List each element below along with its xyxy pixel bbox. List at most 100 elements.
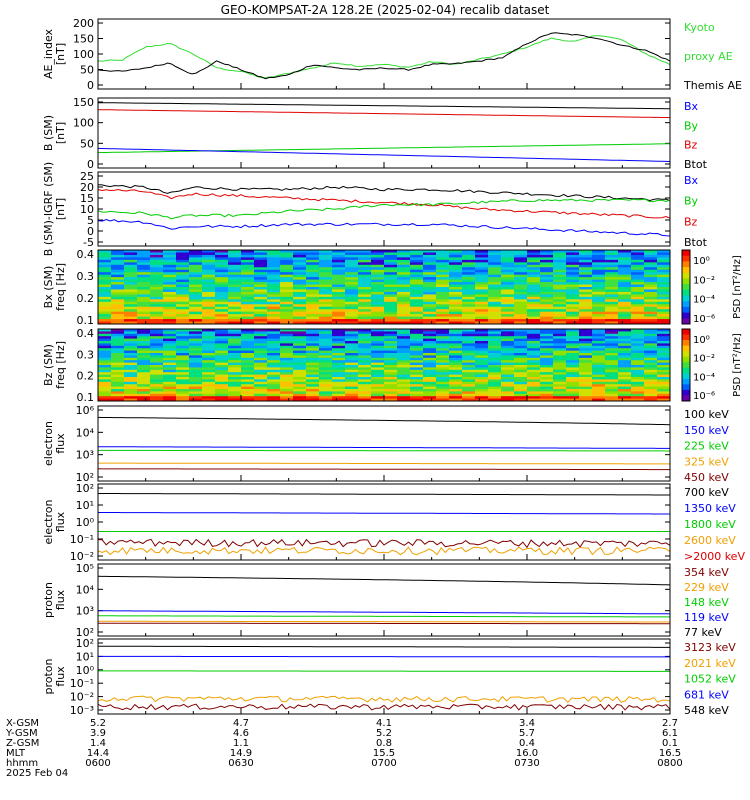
spectrogram-cell xyxy=(462,291,476,295)
series-line xyxy=(98,670,670,672)
spectrogram-cell xyxy=(202,341,216,344)
spectrogram-cell xyxy=(98,377,112,380)
spectrogram-cell xyxy=(228,311,242,315)
spectrogram-cell xyxy=(501,357,515,361)
ephemeris-value: 3.9 xyxy=(90,728,106,739)
spectrogram-cell xyxy=(618,336,632,340)
spectrogram-cell xyxy=(358,294,372,298)
spectrogram-cell xyxy=(631,304,645,308)
spectrogram-cell xyxy=(514,301,528,305)
spectrogram-cell xyxy=(215,391,229,395)
spectrogram-cell xyxy=(332,355,346,359)
spectrogram-cell xyxy=(358,272,372,276)
spectrogram-cell xyxy=(462,269,476,273)
spectrogram-cell xyxy=(527,343,541,347)
spectrogram-cell xyxy=(202,393,216,397)
spectrogram-cell xyxy=(501,274,515,278)
spectrogram-cell xyxy=(475,386,489,390)
spectrogram-cell xyxy=(176,296,190,300)
spectrogram-cell xyxy=(449,353,463,356)
spectrogram-cell xyxy=(423,384,437,388)
spectrogram-cell xyxy=(163,306,177,310)
spectrogram-cell xyxy=(553,264,567,268)
spectrogram-cell xyxy=(566,329,580,332)
spectrogram-cell xyxy=(436,329,450,332)
series-line xyxy=(97,575,671,586)
spectrogram-cell xyxy=(462,367,476,371)
spectrogram-cell xyxy=(150,272,164,276)
spectrogram-cell xyxy=(553,284,567,288)
spectrogram-cell xyxy=(345,384,359,388)
spectrogram-cell xyxy=(553,274,567,278)
spectrogram-cell xyxy=(397,250,411,253)
spectrogram-cell xyxy=(202,348,216,352)
spectrogram-cell xyxy=(397,301,411,305)
spectrogram-cell xyxy=(345,269,359,273)
spectrogram-cell xyxy=(228,374,242,378)
spectrogram-cell xyxy=(176,284,190,288)
y-tick-label: 0.3 xyxy=(77,348,95,361)
spectrogram-cell xyxy=(553,343,567,347)
spectrogram-cell xyxy=(293,362,307,366)
spectrogram-cell xyxy=(592,304,606,308)
spectrogram-cell xyxy=(384,279,398,283)
spectrogram-cell xyxy=(98,391,112,395)
spectrogram-cell xyxy=(98,257,112,261)
spectrogram-cell xyxy=(410,369,424,373)
spectrogram-cell xyxy=(540,282,554,286)
spectrogram-cell xyxy=(475,287,489,290)
spectrogram-cell xyxy=(267,267,281,271)
spectrogram-cell xyxy=(371,348,385,352)
spectrogram-cell xyxy=(163,259,177,263)
spectrogram-cell xyxy=(436,311,450,315)
spectrogram-cell xyxy=(553,306,567,310)
spectrogram-cell xyxy=(566,365,580,368)
spectrogram-cell xyxy=(254,348,268,352)
spectrogram-cell xyxy=(319,294,333,298)
spectrogram-cell xyxy=(202,294,216,298)
spectrogram-cell xyxy=(306,304,320,308)
spectrogram-cell xyxy=(553,269,567,273)
spectrogram-cell xyxy=(111,262,125,266)
spectrogram-cell xyxy=(449,398,463,402)
spectrogram-cell xyxy=(410,274,424,278)
spectrogram-cell xyxy=(124,353,138,356)
spectrogram-cell xyxy=(241,319,255,323)
spectrogram-cell xyxy=(124,389,138,392)
spectrogram-cell xyxy=(267,269,281,273)
spectrogram-cell xyxy=(631,391,645,395)
spectrogram-cell xyxy=(345,343,359,347)
spectrogram-cell xyxy=(267,369,281,373)
spectrogram-cell xyxy=(124,250,138,253)
spectrogram-cell xyxy=(371,252,385,256)
spectrogram-cell xyxy=(644,367,658,371)
spectrogram-cell xyxy=(345,350,359,354)
spectrogram-cell xyxy=(319,367,333,371)
spectrogram-cell xyxy=(514,381,528,385)
spectrogram-cell xyxy=(241,306,255,310)
spectrogram-cell xyxy=(475,289,489,293)
spectrogram-cell xyxy=(306,372,320,376)
spectrogram-cell xyxy=(267,357,281,361)
y-axis-label: proton xyxy=(42,582,55,618)
spectrogram-cell xyxy=(306,306,320,310)
spectrogram-cell xyxy=(631,338,645,342)
spectrogram-cell xyxy=(150,367,164,371)
spectrogram-cell xyxy=(215,321,229,325)
spectrogram-cell xyxy=(306,343,320,347)
spectrogram-cell xyxy=(241,272,255,276)
spectrogram-cell xyxy=(644,372,658,376)
spectrogram-cell xyxy=(462,274,476,278)
spectrogram-cell xyxy=(527,269,541,273)
colorbar-label: PSD [nT²/Hz] xyxy=(732,255,743,319)
spectrogram-cell xyxy=(579,254,593,258)
spectrogram-cell xyxy=(163,372,177,376)
spectrogram-cell xyxy=(527,282,541,286)
spectrogram-cell xyxy=(306,314,320,318)
spectrogram-cell xyxy=(527,331,541,335)
spectrogram-cell xyxy=(384,296,398,300)
spectrogram-cell xyxy=(228,365,242,368)
spectrogram-cell xyxy=(618,267,632,271)
spectrogram-cell xyxy=(111,289,125,293)
spectrogram-cell xyxy=(176,360,190,364)
